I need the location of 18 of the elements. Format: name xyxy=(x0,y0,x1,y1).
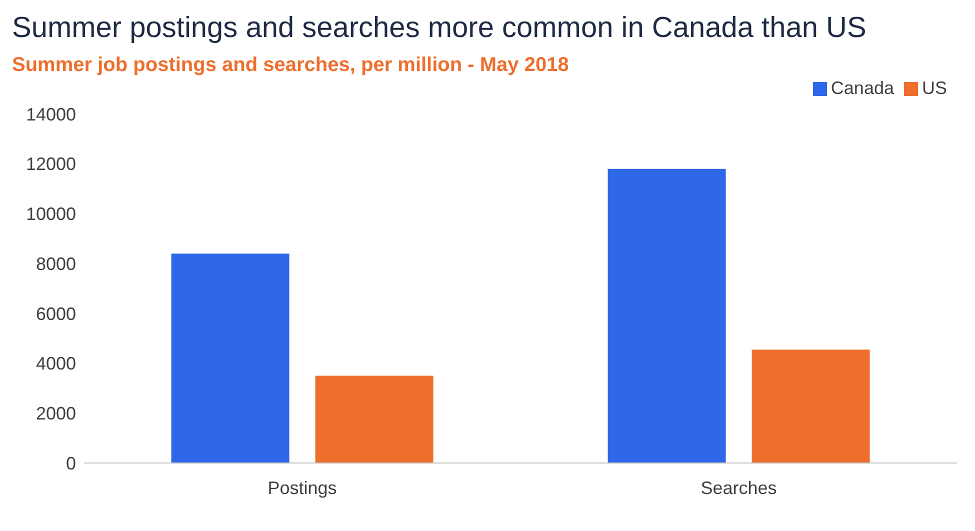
y-tick-label: 4000 xyxy=(36,354,76,374)
bar xyxy=(315,376,434,463)
y-tick-label: 2000 xyxy=(36,404,76,424)
bar xyxy=(171,254,290,463)
chart-subtitle: Summer job postings and searches, per million - May 2018 xyxy=(12,54,569,77)
bar xyxy=(752,350,870,463)
y-tick-label: 10000 xyxy=(26,204,76,224)
y-tick-label: 6000 xyxy=(36,304,76,324)
legend-label: Canada xyxy=(830,78,894,98)
legend-label: US xyxy=(922,78,947,98)
y-tick-label: 0 xyxy=(66,453,76,474)
y-tick-label: 12000 xyxy=(26,154,76,174)
chart-title: Summer postings and searches more common in Canada than US xyxy=(12,12,866,45)
bar xyxy=(608,168,726,463)
x-tick-label: Postings xyxy=(268,478,337,498)
y-tick-label: 8000 xyxy=(36,254,76,274)
y-tick-label: 14000 xyxy=(26,104,76,124)
x-tick-label: Searches xyxy=(700,478,777,498)
